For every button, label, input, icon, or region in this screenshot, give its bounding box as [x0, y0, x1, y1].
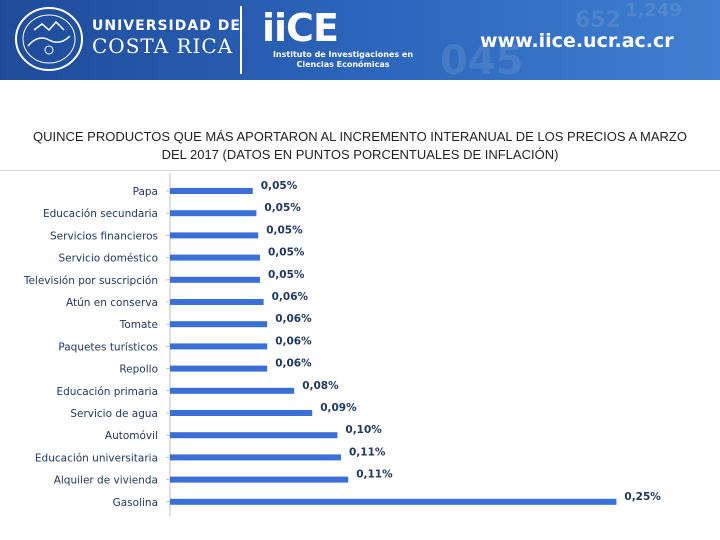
- university-name: COSTA RICA: [92, 34, 234, 58]
- category-label: Servicios financieros: [50, 230, 158, 242]
- bar: [170, 210, 257, 217]
- data-label: 0,05%: [264, 202, 301, 214]
- data-label: 0,05%: [261, 180, 298, 192]
- bar-chart: Papa 0,05% Educación secundaria 0,05% Servic…: [23, 173, 661, 516]
- category-label: Automóvil: [105, 430, 158, 442]
- category-label: Tomate: [119, 319, 158, 331]
- university-name: UNIVERSIDAD DE: [92, 18, 241, 34]
- data-label: 0,25%: [624, 491, 661, 503]
- category-label: Televisión por suscripción: [23, 275, 158, 287]
- header-banner: 045 652 1,249 UNIVERSIDAD DE COSTA RICA …: [0, 0, 720, 80]
- bar: [170, 276, 260, 283]
- website-url: www.iice.ucr.ac.cr: [480, 30, 674, 52]
- bar: [170, 387, 295, 394]
- bar: [170, 321, 268, 328]
- bar: [170, 365, 268, 372]
- chart-title: QUINCE PRODUCTOS QUE MÁS APORTARON AL IN…: [33, 129, 687, 162]
- category-label: Repollo: [119, 364, 158, 376]
- institute-name-line: Ciencias Económicas: [296, 60, 390, 69]
- chart-frame: Papa 0,05% Educación secundaria 0,05% Servic…: [0, 170, 720, 523]
- data-label: 0,08%: [302, 380, 339, 392]
- category-label: Educación secundaria: [43, 208, 158, 220]
- bar: [170, 343, 268, 350]
- data-label: 0,06%: [272, 291, 309, 303]
- data-label: 0,10%: [345, 424, 382, 436]
- institute-name-line: Instituto de Investigaciones en: [272, 50, 414, 59]
- category-label: Servicio doméstico: [58, 253, 158, 265]
- institute-logo: iiCE: [262, 6, 339, 50]
- bar: [170, 454, 341, 461]
- bar: [170, 432, 338, 439]
- background-number: 652: [575, 8, 621, 33]
- background-number: 045: [440, 38, 524, 80]
- data-label: 0,11%: [356, 469, 393, 481]
- bar: [170, 410, 313, 416]
- category-label: Educación universitaria: [35, 452, 158, 464]
- category-label: Papa: [133, 186, 158, 198]
- category-label: Paquetes turísticos: [58, 341, 158, 353]
- data-label: 0,05%: [268, 269, 305, 281]
- data-label: 0,05%: [268, 247, 305, 259]
- data-label: 0,06%: [275, 335, 312, 347]
- category-label: Gasolina: [113, 497, 158, 509]
- data-label: 0,06%: [275, 313, 312, 325]
- category-label: Servicio de agua: [70, 408, 158, 420]
- category-label: Atún en conserva: [66, 297, 158, 309]
- bar: [170, 299, 264, 305]
- data-label: 0,05%: [266, 224, 303, 236]
- bar: [170, 498, 617, 505]
- university-seal-icon: [15, 7, 83, 71]
- category-label: Educación primaria: [57, 386, 159, 398]
- data-label: 0,06%: [275, 358, 312, 370]
- category-label: Alquiler de vivienda: [54, 475, 158, 487]
- bar: [170, 254, 260, 261]
- background-number: 1,249: [625, 0, 682, 21]
- bar: [170, 232, 259, 239]
- data-label: 0,09%: [320, 402, 357, 414]
- bar: [170, 476, 349, 483]
- data-label: 0,11%: [349, 446, 386, 458]
- header-divider: [240, 6, 242, 74]
- bar: [170, 188, 253, 194]
- institute-name: Instituto de Investigaciones en Ciencias…: [262, 50, 424, 70]
